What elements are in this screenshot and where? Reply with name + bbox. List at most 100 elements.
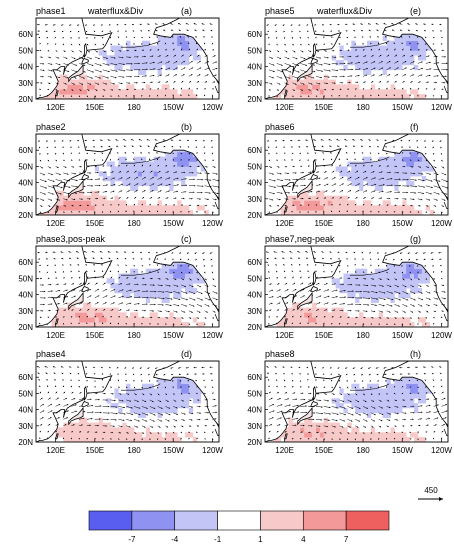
lon-tick-label: 120W [202,103,223,112]
panel-letter: (d) [181,349,192,359]
panel-title: phase2 [36,122,66,132]
lon-tick-label: 150W [163,331,184,340]
map-panel-7: phase4 (d) 60N 50N 40N 30N 20N 120E 150E 180 150W 1… [18,349,223,455]
lat-tick-label: 50N [18,162,33,171]
lat-tick-label: 40N [18,406,33,415]
lon-tick-label: 150E [85,446,104,455]
lon-tick-label: 180 [127,446,141,455]
lat-tick-label: 30N [247,195,262,204]
coastlines [265,361,448,442]
lat-tick-label: 60N [18,146,33,155]
map-frame [35,245,220,328]
coastlines [36,134,219,215]
lon-tick-label: 150E [314,446,333,455]
lon-tick-label: 150E [314,331,333,340]
panel-letter: (f) [410,122,419,132]
lat-tick-label: 20N [18,323,33,332]
coastlines [265,246,448,327]
colorbar-label: -7 [128,535,136,544]
colorbar-label: 7 [344,535,349,544]
panel-title: phase6 [265,122,295,132]
colorbar-label: -4 [171,535,179,544]
map-frame [35,133,220,216]
lat-tick-label: 60N [247,373,262,382]
coastlines [36,246,219,327]
lon-tick-label: 150E [85,331,104,340]
lat-tick-label: 20N [247,211,262,220]
lat-tick-label: 30N [18,307,33,316]
map-panel-5: phase3,pos-peak (c) 60N 50N 40N 30N 20N 120E 150… [18,234,223,340]
lat-tick-label: 60N [247,146,262,155]
reference-vector: 450 [418,486,443,501]
lon-tick-label: 150E [314,219,333,228]
lat-tick-label: 40N [247,291,262,300]
lon-tick-label: 120E [275,103,294,112]
reference-vector-label: 450 [424,486,438,495]
lon-tick-label: 180 [356,446,370,455]
lat-tick-label: 20N [247,95,262,104]
map-panel-3: phase2 (b) 60N 50N 40N 30N 20N 120E 150E 180 150W 1… [18,122,223,228]
vector-field [266,366,448,441]
panel-letter: (b) [181,122,192,132]
panel-title: phase8 [265,349,295,359]
lon-tick-label: 150W [163,446,184,455]
lat-tick-label: 50N [18,46,33,55]
lon-tick-label: 120W [202,331,223,340]
panel-letter: (a) [181,6,192,16]
lon-tick-label: 120E [275,446,294,455]
map-frame [35,17,220,100]
colorbar-swatch [88,510,133,531]
lon-tick-label: 120E [46,219,65,228]
lon-tick-label: 120W [202,219,223,228]
lon-tick-label: 120W [431,103,452,112]
panel-letter: (c) [181,234,192,244]
lon-tick-label: 150E [85,219,104,228]
vector-field [267,139,448,214]
lat-tick-label: 40N [247,406,262,415]
lat-tick-label: 50N [247,274,262,283]
colorbar-swatch [217,510,261,531]
lat-tick-label: 60N [18,30,33,39]
panel-title: phase1 [36,6,66,16]
lat-tick-label: 50N [247,389,262,398]
lon-tick-label: 120W [431,446,452,455]
vector-field [36,23,218,98]
shading-layer [265,361,448,442]
lon-tick-label: 180 [127,219,141,228]
lon-tick-label: 150W [392,103,413,112]
lat-tick-label: 60N [247,30,262,39]
shading-layer [265,246,448,327]
lon-tick-label: 150E [314,103,333,112]
lon-tick-label: 180 [127,103,141,112]
vector-field [36,366,218,441]
lon-tick-label: 150W [392,219,413,228]
colorbar-swatch [131,510,176,531]
panel-subtitle: waterflux&Div [87,6,144,16]
map-frame [35,360,220,443]
lon-tick-label: 120E [46,331,65,340]
lat-tick-label: 50N [18,389,33,398]
colorbar-label: 4 [301,535,306,544]
panel-title: phase3,pos-peak [36,234,106,244]
lat-tick-label: 30N [18,79,33,88]
lat-tick-label: 40N [18,291,33,300]
map-panel-8: phase8 (h) 60N 50N 40N 30N 20N 120E 150E 180 150W 1… [247,349,452,455]
lon-tick-label: 120W [431,219,452,228]
coastlines [265,134,448,215]
lat-tick-label: 30N [247,422,262,431]
lat-tick-label: 20N [18,438,33,447]
lat-tick-label: 20N [18,95,33,104]
map-frame [264,133,449,216]
colorbar: -7 -4 -1 1 4 7 [88,510,390,544]
vector-field [265,251,446,326]
coastlines [36,361,219,442]
lat-tick-label: 20N [247,323,262,332]
lat-tick-label: 50N [18,274,33,283]
lat-tick-label: 60N [247,258,262,267]
lon-tick-label: 180 [356,219,370,228]
panel-title: phase7,neg-peak [265,234,335,244]
panel-title: phase5 [265,6,295,16]
panel-subtitle: waterflux&Div [316,6,373,16]
lon-tick-label: 120W [202,446,223,455]
